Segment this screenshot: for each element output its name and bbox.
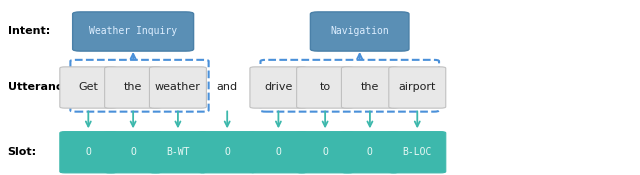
Text: the: the [361, 82, 379, 93]
FancyBboxPatch shape [389, 67, 445, 108]
FancyBboxPatch shape [310, 12, 409, 51]
Text: B-WT: B-WT [166, 147, 189, 157]
FancyBboxPatch shape [150, 132, 206, 173]
Text: drive: drive [264, 82, 292, 93]
Text: O: O [85, 147, 92, 157]
Text: the: the [124, 82, 142, 93]
FancyBboxPatch shape [250, 132, 307, 173]
Text: airport: airport [399, 82, 436, 93]
FancyBboxPatch shape [250, 67, 307, 108]
FancyBboxPatch shape [73, 12, 193, 51]
FancyBboxPatch shape [342, 67, 398, 108]
FancyBboxPatch shape [297, 132, 354, 173]
FancyBboxPatch shape [104, 67, 161, 108]
Text: Slot:: Slot: [8, 147, 37, 157]
Text: O: O [224, 147, 230, 157]
FancyBboxPatch shape [198, 132, 255, 173]
Text: O: O [322, 147, 328, 157]
FancyBboxPatch shape [60, 132, 116, 173]
Text: and: and [216, 82, 238, 93]
Text: Get: Get [78, 82, 99, 93]
Text: O: O [367, 147, 373, 157]
FancyBboxPatch shape [342, 132, 398, 173]
Text: Navigation: Navigation [330, 26, 389, 37]
Text: Utterance:: Utterance: [8, 82, 74, 93]
Text: B-LOC: B-LOC [403, 147, 432, 157]
Text: Weather Inquiry: Weather Inquiry [89, 26, 177, 37]
FancyBboxPatch shape [60, 67, 116, 108]
Text: weather: weather [155, 82, 201, 93]
FancyBboxPatch shape [297, 67, 354, 108]
FancyBboxPatch shape [150, 67, 206, 108]
FancyBboxPatch shape [104, 132, 161, 173]
Text: to: to [319, 82, 331, 93]
Text: O: O [275, 147, 282, 157]
FancyBboxPatch shape [389, 132, 445, 173]
Text: O: O [130, 147, 136, 157]
Text: Intent:: Intent: [8, 26, 50, 37]
